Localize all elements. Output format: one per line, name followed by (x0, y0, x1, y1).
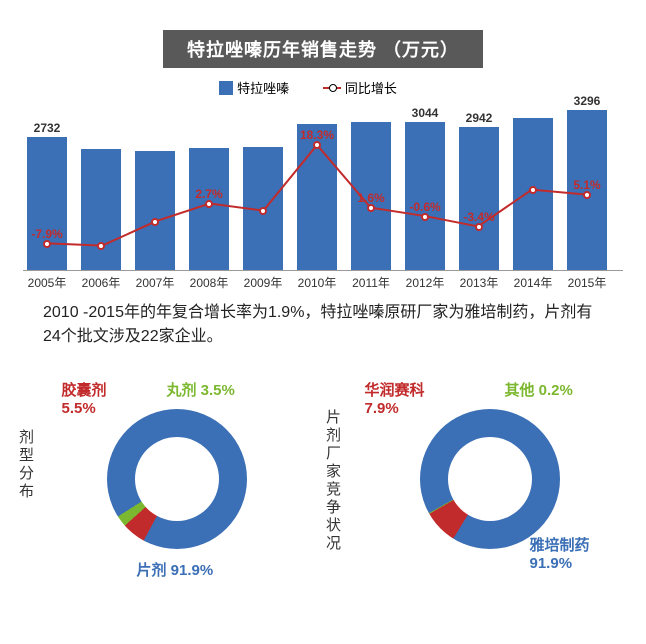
chart-title: 特拉唑嗪历年销售走势 （万元） (163, 30, 483, 68)
line-value-label: 5.1% (573, 178, 600, 192)
bar-category-label: 2006年 (81, 270, 121, 291)
line-value-label: -7.9% (31, 227, 62, 241)
donut-left-sidelabel: 剂型分布 (17, 429, 37, 501)
bar-rect (405, 122, 445, 270)
donut-segment-label: 华润赛科7.9% (365, 379, 425, 417)
bar-category-label: 2007年 (135, 270, 175, 291)
legend-line-label: 同比增长 (345, 81, 397, 96)
donut-right (420, 409, 560, 549)
legend-bar-label: 特拉唑嗪 (237, 81, 289, 96)
legend-bar-swatch (219, 81, 233, 95)
bar-value-label: 3044 (405, 106, 445, 120)
donut-left (107, 409, 247, 549)
bar-value-label: 3296 (567, 94, 607, 108)
donut-right-wrap: 片剂厂家竞争状况 雅培制药91.9%华润赛科7.9%其他 0.2% (330, 379, 630, 579)
donut-left-wrap: 剂型分布 片剂 91.9% 胶囊剂5.5% 丸剂 3.5% (17, 379, 317, 579)
bar-category-label: 2011年 (351, 270, 391, 291)
bar-category-label: 2014年 (513, 270, 553, 291)
legend-line-swatch (323, 87, 341, 89)
caption-text: 2010 -2015年的年复合增长率为1.9%，特拉唑嗪原研厂家为雅培制药，片剂… (43, 301, 603, 349)
bar-category-label: 2009年 (243, 270, 283, 291)
donut-right-sidelabel: 片剂厂家竞争状况 (324, 409, 344, 553)
bar-rect (135, 151, 175, 270)
bar-category-label: 2005年 (27, 270, 67, 291)
bar-category-label: 2008年 (189, 270, 229, 291)
donut-row: 剂型分布 片剂 91.9% 胶囊剂5.5% 丸剂 3.5% 片剂厂家竞争状况 雅培制… (0, 379, 646, 579)
bar-category-label: 2013年 (459, 270, 499, 291)
line-point (97, 242, 105, 250)
legend: 特拉唑嗪 同比增长 (0, 78, 646, 97)
bar-rect (27, 137, 67, 270)
bar-category-label: 2015年 (567, 270, 607, 291)
donut-segment-label: 片剂 91.9% (137, 559, 214, 580)
bar-value-label: 2732 (27, 121, 67, 135)
bar-category-label: 2012年 (405, 270, 445, 291)
bar-category-label: 2010年 (297, 270, 337, 291)
donut-segment-label: 其他 0.2% (505, 379, 573, 400)
line-point (529, 186, 537, 194)
line-point (151, 218, 159, 226)
line-value-label: 2.7% (195, 187, 222, 201)
bar-chart: 27322005年-7.9%2006年2007年2008年2.7%2009年20… (23, 101, 623, 271)
bar-rect (189, 148, 229, 270)
bar-rect (81, 149, 121, 270)
line-value-label: 1.6% (357, 191, 384, 205)
line-value-label: 18.3% (300, 128, 334, 142)
line-value-label: -3.4% (463, 210, 494, 224)
line-value-label: -0.6% (409, 200, 440, 214)
bar-value-label: 2942 (459, 111, 499, 125)
donut-segment-label: 丸剂 3.5% (167, 379, 235, 400)
bar-rect (459, 127, 499, 270)
donut-segment-label: 胶囊剂5.5% (62, 379, 107, 417)
donut-segment-label: 雅培制药91.9% (530, 534, 590, 572)
line-point (259, 207, 267, 215)
